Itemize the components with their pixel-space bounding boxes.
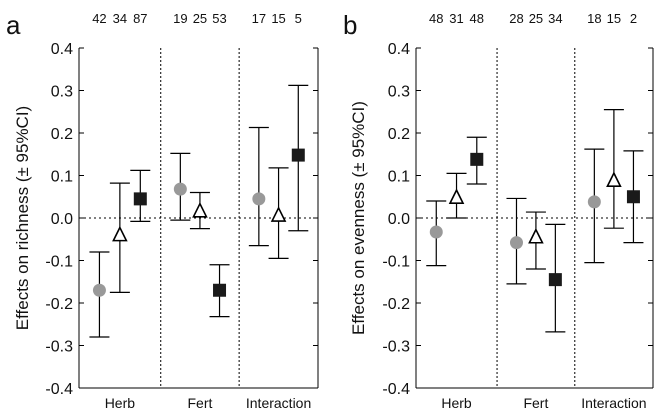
panel-label: b	[343, 10, 357, 40]
sample-size-label: 15	[607, 11, 621, 26]
data-point-square	[548, 273, 562, 287]
sample-size-label: 19	[173, 11, 187, 26]
y-tick-label: -0.2	[382, 296, 410, 313]
y-axis-label: Effects on evenness (± 95%CI)	[349, 101, 368, 335]
y-tick-label: 0.0	[388, 211, 410, 228]
sample-size-label: 25	[193, 11, 207, 26]
sample-size-label: 18	[587, 11, 601, 26]
sample-size-label: 87	[133, 11, 147, 26]
sample-size-label: 2	[630, 11, 637, 26]
data-point-circle	[587, 195, 601, 209]
data-point-circle	[509, 236, 523, 250]
data-point-triangle	[448, 188, 465, 205]
x-category-label: Interaction	[246, 395, 311, 411]
data-point-triangle	[112, 225, 128, 242]
data-point-circle	[92, 283, 106, 297]
y-tick-label: -0.1	[45, 254, 73, 271]
x-category-label: Herb	[105, 395, 136, 411]
data-point-triangle	[270, 206, 287, 222]
chart-panel-a: a -0.4 -0.3 -0.2 -0.1 0.0 0.1 0.2 0.3 0.4 Effects …	[6, 10, 319, 411]
y-tick-label: 0.4	[388, 41, 410, 58]
data-point-triangle	[192, 201, 208, 218]
sample-size-label: 53	[212, 11, 226, 26]
y-tick-label: 0.3	[388, 84, 410, 101]
x-category-label: Fert	[523, 395, 548, 411]
data-point-circle	[429, 225, 443, 239]
y-axis-label: Effects on richness (± 95%CI)	[13, 106, 32, 330]
sample-size-label: 31	[449, 11, 463, 26]
x-category-label: Herb	[441, 395, 472, 411]
y-tick-label: 0.1	[388, 169, 410, 186]
data-point-circle	[252, 192, 266, 206]
y-tick-label: -0.3	[45, 339, 73, 356]
y-tick-label: 0.0	[51, 211, 73, 228]
sample-size-label: 34	[548, 11, 562, 26]
y-tick-label: -0.4	[382, 381, 410, 398]
y-tick-label: 0.1	[51, 169, 73, 186]
data-point-square	[133, 192, 147, 206]
sample-size-label: 42	[92, 11, 106, 26]
data-point-square	[291, 148, 305, 162]
y-tick-label: 0.3	[51, 84, 73, 101]
panel-label: a	[6, 10, 21, 40]
x-category-label: Interaction	[581, 395, 646, 411]
y-tick-label: -0.4	[45, 381, 73, 398]
data-point-triangle	[606, 171, 622, 188]
y-tick-label: 0.2	[388, 126, 410, 143]
sample-size-label: 17	[252, 11, 266, 26]
data-point-square	[470, 152, 484, 166]
y-tick-label: -0.1	[382, 254, 410, 271]
data-point-triangle	[528, 227, 544, 244]
x-category-label: Fert	[187, 395, 212, 411]
chart-panel-b: b -0.4 -0.3 -0.2 -0.1 0.0 0.1 0.2 0.3 0.4 Effects …	[343, 10, 654, 411]
y-tick-label: 0.2	[51, 126, 73, 143]
y-tick-label: -0.3	[382, 339, 410, 356]
sample-size-label: 48	[429, 11, 443, 26]
sample-size-label: 25	[529, 11, 543, 26]
sample-size-label: 48	[470, 11, 484, 26]
data-point-square	[626, 190, 640, 204]
sample-size-label: 28	[509, 11, 523, 26]
data-point-square	[213, 283, 227, 297]
y-tick-label: 0.4	[51, 41, 73, 58]
sample-size-label: 15	[271, 11, 285, 26]
y-tick-label: -0.2	[45, 296, 73, 313]
sample-size-label: 5	[295, 11, 302, 26]
data-point-circle	[173, 182, 187, 196]
sample-size-label: 34	[113, 11, 127, 26]
